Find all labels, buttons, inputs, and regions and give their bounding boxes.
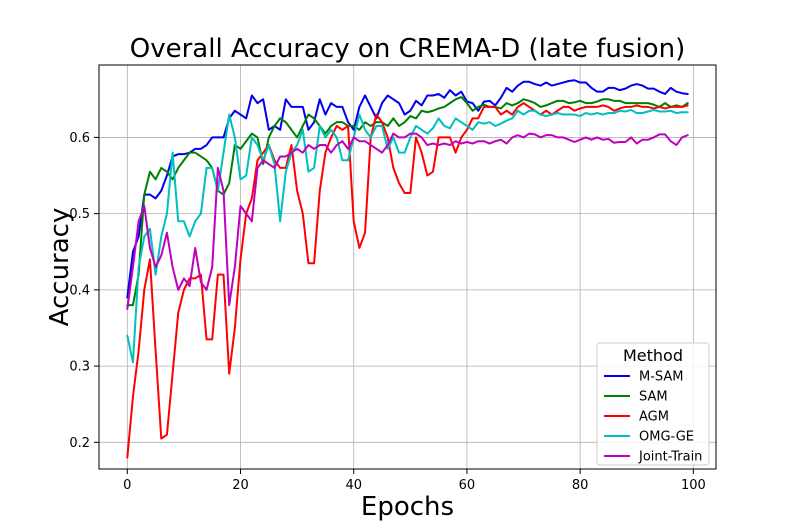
y-tick-label: 0.4 <box>69 283 90 298</box>
x-tick-label: 100 <box>681 478 706 493</box>
x-axis-label: Epochs <box>361 492 454 522</box>
legend-label: SAM <box>639 390 668 405</box>
series-layer <box>126 79 689 459</box>
legend-items: M-SAM SAM AGM OMG-GE Joint-Train <box>604 370 702 465</box>
legend-title: Method <box>623 346 683 365</box>
chart-title: Overall Accuracy on CREMA-D (late fusion… <box>130 34 685 64</box>
series-line-m-sam <box>126 79 689 299</box>
legend-label: Joint-Train <box>638 450 702 465</box>
series-line-agm <box>126 102 689 459</box>
y-tick-label: 0.3 <box>69 360 90 375</box>
y-tick-label: 0.5 <box>69 207 90 222</box>
series-line-joint-train <box>126 132 689 310</box>
legend-label: AGM <box>639 410 669 425</box>
x-tick-label: 20 <box>232 478 249 493</box>
legend: Method M-SAM SAM AGM OMG-GE Joint-Train <box>596 342 710 466</box>
legend-label: OMG-GE <box>639 430 694 445</box>
y-axis-label: Accuracy <box>45 208 75 327</box>
series-line-omg-ge <box>126 108 689 364</box>
ticks: 0 20 40 60 80 100 0.2 0.3 0.4 0.5 0.6 <box>69 131 705 493</box>
x-tick-label: 40 <box>345 478 362 493</box>
legend-label: M-SAM <box>639 370 684 385</box>
legend-box <box>596 342 710 466</box>
x-tick-label: 60 <box>459 478 476 493</box>
series-line-sam <box>126 96 689 307</box>
plot-frame <box>98 64 717 470</box>
y-tick-label: 0.6 <box>69 131 90 146</box>
x-tick-label: 0 <box>123 478 131 493</box>
grid <box>99 65 716 469</box>
y-tick-label: 0.2 <box>69 436 90 451</box>
x-tick-label: 80 <box>572 478 589 493</box>
